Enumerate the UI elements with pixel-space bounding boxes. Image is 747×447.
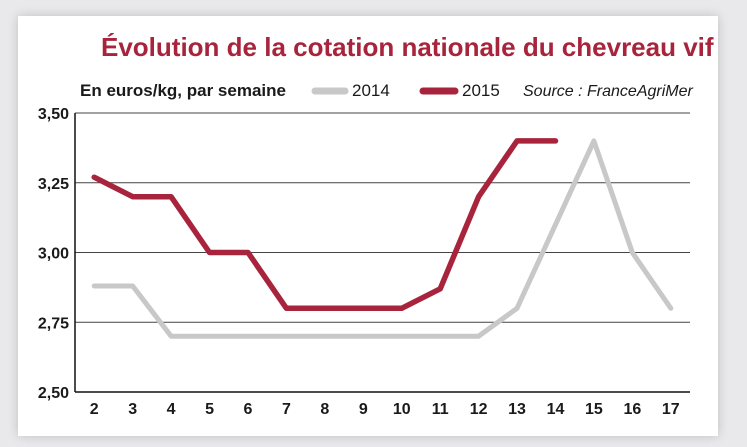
y-axis-ticks: 2,50 2,75 3,00 3,25 3,50 (38, 106, 69, 402)
x-tick-label: 16 (623, 401, 641, 418)
series-line-2014 (91, 138, 674, 339)
line-chart: Évolution de la cotation nationale du ch… (38, 32, 714, 418)
y-tick-label: 3,00 (38, 246, 69, 263)
x-tick-label: 8 (320, 401, 329, 418)
x-tick-label: 9 (359, 401, 368, 418)
x-axis-ticks: 2 3 4 5 6 7 8 9 10 11 12 13 14 15 16 17 (90, 401, 680, 418)
x-tick-label: 5 (205, 401, 214, 418)
x-tick-label: 2 (90, 401, 99, 418)
series-line-2015 (91, 138, 559, 312)
unit-label: En euros/kg, par semaine (80, 81, 286, 100)
x-tick-label: 7 (282, 401, 291, 418)
x-tick-label: 11 (432, 401, 449, 418)
x-tick-label: 12 (470, 401, 488, 418)
legend-label-2015: 2015 (462, 81, 500, 100)
x-tick-label: 13 (508, 401, 526, 418)
x-tick-label: 15 (585, 401, 603, 418)
y-tick-label: 3,50 (38, 106, 69, 123)
x-tick-label: 17 (662, 401, 680, 418)
y-tick-label: 2,50 (38, 385, 69, 402)
x-tick-label: 3 (128, 401, 137, 418)
axes (74, 113, 690, 393)
x-tick-label: 10 (393, 401, 411, 418)
chart-title: Évolution de la cotation nationale du ch… (101, 32, 714, 62)
y-tick-label: 2,75 (38, 315, 69, 332)
legend: 2014 2015 (311, 81, 500, 100)
series-lines (91, 138, 674, 339)
x-tick-label: 6 (244, 401, 253, 418)
y-tick-label: 3,25 (38, 176, 69, 193)
x-tick-label: 14 (547, 401, 565, 418)
chart-card: Évolution de la cotation nationale du ch… (18, 16, 718, 436)
x-tick-label: 4 (167, 401, 176, 418)
legend-label-2014: 2014 (352, 81, 390, 100)
source-label: Source : FranceAgriMer (523, 83, 694, 100)
